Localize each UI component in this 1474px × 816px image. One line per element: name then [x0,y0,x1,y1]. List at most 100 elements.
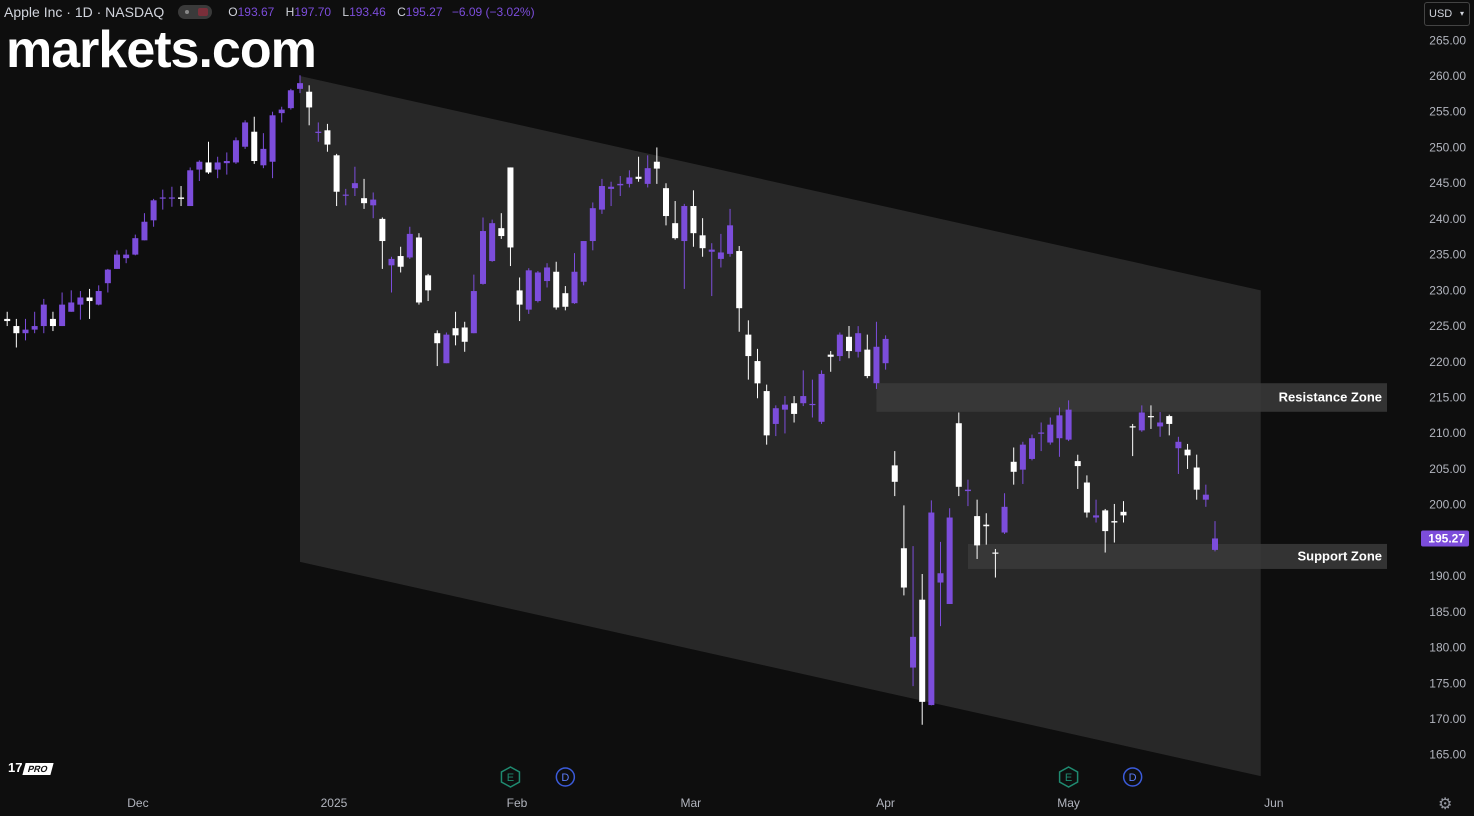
gear-icon[interactable]: ⚙ [1438,796,1453,813]
candle[interactable] [425,273,432,302]
candle[interactable] [699,218,706,257]
candle[interactable] [1074,454,1081,489]
candle[interactable] [123,249,130,264]
candle[interactable] [489,219,496,262]
candle[interactable] [379,217,386,269]
candle[interactable] [992,548,999,578]
candle[interactable] [95,285,102,306]
candle[interactable] [910,546,917,687]
candle[interactable] [763,384,770,445]
candle[interactable] [1175,436,1182,474]
candle[interactable] [1166,414,1173,436]
candle[interactable] [1212,521,1218,552]
candle[interactable] [315,122,322,142]
symbol-title[interactable]: Apple Inc · 1D · NASDAQ [4,4,165,20]
candle[interactable] [781,396,788,434]
candle[interactable] [361,178,368,209]
earnings-event-icon[interactable]: E [1058,766,1079,788]
candle[interactable] [1065,400,1072,442]
candle[interactable] [13,318,20,348]
candle[interactable] [223,152,230,175]
resistance-zone[interactable] [876,383,1387,412]
candle[interactable] [306,85,313,126]
candle[interactable] [178,186,185,207]
candle[interactable] [86,288,93,319]
candle[interactable] [1120,501,1127,523]
visibility-toggle-icon[interactable] [178,5,213,19]
candle[interactable] [205,141,212,174]
candle[interactable] [626,170,633,188]
candle[interactable] [1047,417,1054,445]
dividend-event-icon[interactable]: D [555,767,576,787]
candle[interactable] [672,201,679,240]
candle[interactable] [562,286,569,311]
currency-selector[interactable]: USD ▾ [1424,2,1470,26]
candle[interactable] [214,156,221,179]
candle[interactable] [1202,484,1209,507]
candle[interactable] [443,332,450,364]
candle[interactable] [406,226,413,259]
candle[interactable] [525,268,532,314]
candle[interactable] [232,137,239,164]
candle[interactable] [800,370,807,407]
candle[interactable] [681,203,688,289]
candle[interactable] [370,192,377,219]
candle[interactable] [1157,412,1164,437]
candle[interactable] [955,412,962,497]
candle[interactable] [397,246,404,273]
candle[interactable] [68,290,75,312]
candle[interactable] [59,292,66,327]
candle[interactable] [1001,493,1008,534]
candle[interactable] [571,253,578,304]
candle[interactable] [196,160,203,182]
candle[interactable] [168,186,175,207]
candle[interactable] [791,396,798,423]
candle[interactable] [1138,405,1145,432]
candle[interactable] [827,351,834,372]
candle[interactable] [1029,434,1035,461]
candle[interactable] [351,166,358,197]
candle[interactable] [937,541,944,627]
candle[interactable] [983,513,990,545]
candle[interactable] [946,508,953,604]
candle[interactable] [159,189,166,210]
candle[interactable] [187,167,194,207]
candle[interactable] [104,268,111,293]
candle[interactable] [882,335,889,370]
candle[interactable] [1184,443,1191,469]
candle[interactable] [1038,422,1045,452]
candle[interactable] [617,176,624,197]
candle[interactable] [434,330,441,367]
candle[interactable] [452,311,459,346]
support-zone[interactable] [967,543,1387,569]
candle[interactable] [553,261,560,310]
candle[interactable] [846,326,852,359]
earnings-event-icon[interactable]: E [500,766,521,788]
candle[interactable] [818,370,825,424]
descending-channel[interactable] [300,76,1261,777]
candle[interactable] [1093,499,1100,523]
candle[interactable] [297,75,303,94]
candle[interactable] [49,311,56,332]
candle[interactable] [333,153,340,207]
candle[interactable] [809,379,816,418]
candle[interactable] [31,311,38,334]
tradingview-logo[interactable]: 17 PRO [8,760,54,775]
candle[interactable] [77,291,84,320]
candle[interactable] [1019,441,1026,484]
candle[interactable] [964,479,971,507]
candle[interactable] [40,298,47,334]
candle[interactable] [342,188,349,206]
candle[interactable] [498,213,505,239]
candle[interactable] [598,178,605,214]
dividend-event-icon[interactable]: D [1122,767,1143,787]
candle[interactable] [470,274,477,334]
candle[interactable] [480,217,486,285]
candle[interactable] [461,321,468,352]
candle[interactable] [1147,405,1154,429]
candle[interactable] [269,111,276,179]
candle[interactable] [278,106,285,123]
candle[interactable] [900,505,907,596]
candle[interactable] [864,334,871,379]
candle[interactable] [608,181,615,207]
